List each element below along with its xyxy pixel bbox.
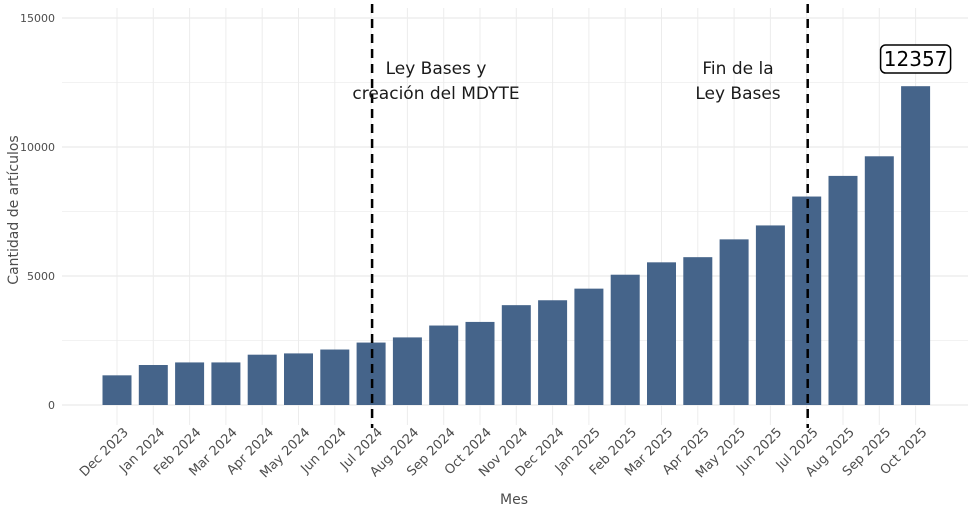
bar [392,337,422,405]
bar [320,349,350,405]
bar [864,156,894,405]
bar [175,362,205,405]
bars [102,86,931,406]
annotation-text: Ley Bases y creación del MDYTE [352,59,519,104]
y-axis-label: Cantidad de artículos [6,135,22,284]
bar [429,325,459,405]
annotation-text: Fin de la Ley Bases [695,59,780,104]
bar [538,300,568,405]
bar [284,353,313,405]
bar [501,305,531,405]
annotations: Ley Bases y creación del MDYTE Fin de la Le… [352,4,952,428]
value-label-box [879,44,952,74]
bar [102,375,132,405]
bar [247,354,277,405]
bar [574,288,604,405]
value-label: 12357 [884,47,948,71]
bar [719,239,749,405]
bar [610,274,640,405]
y-tick-label: 10000 [20,141,55,154]
bar [792,196,822,405]
bar [465,321,495,405]
bar [901,86,931,406]
y-tick-labels: 0 5000 10000 15000 [20,12,55,412]
y-tick-label: 0 [48,399,55,412]
y-tick-label: 5000 [27,270,55,283]
bar [828,175,858,405]
y-tick-label: 15000 [20,12,55,25]
bar [211,362,241,405]
bar [138,365,168,405]
bar [755,225,785,405]
x-axis-label: Mes [500,492,528,508]
bar [683,257,713,405]
bar [647,262,676,405]
